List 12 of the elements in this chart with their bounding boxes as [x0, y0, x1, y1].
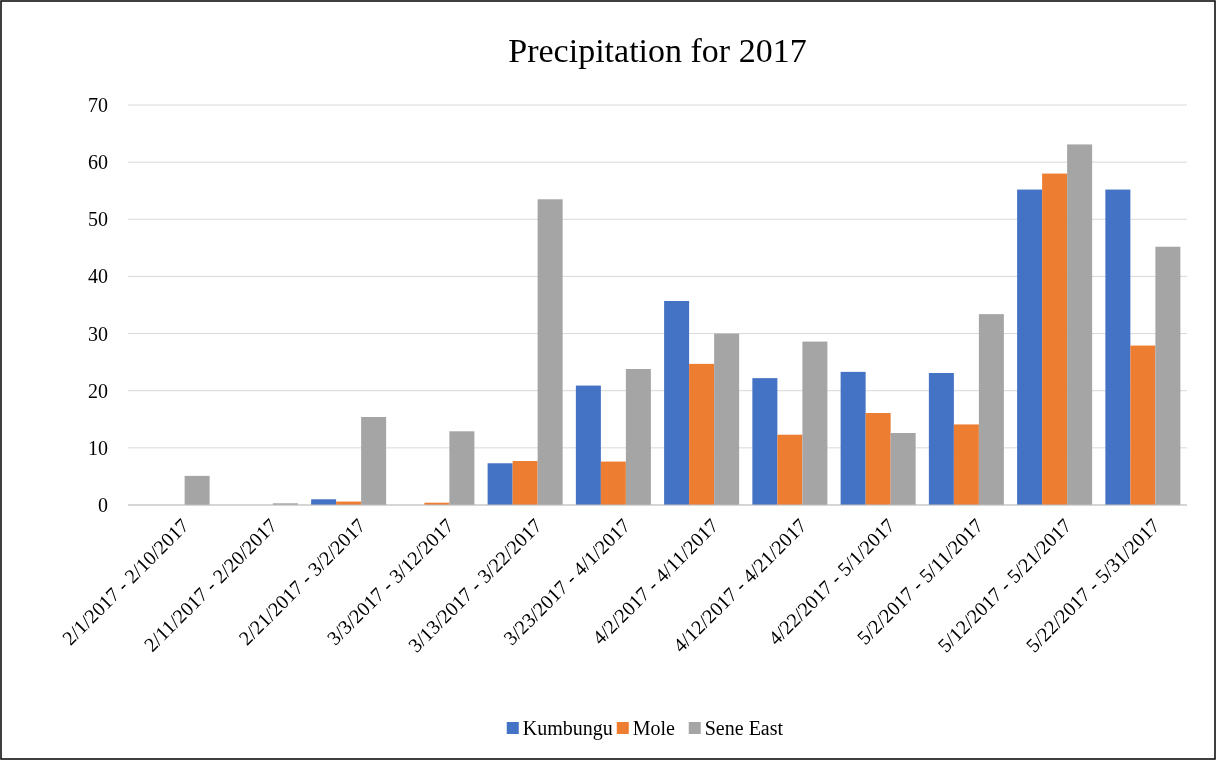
chart-title: Precipitation for 2017 [508, 32, 807, 69]
y-tick-label: 30 [88, 322, 108, 345]
y-tick-label: 60 [88, 151, 108, 174]
y-tick-label: 0 [98, 494, 108, 516]
y-tick-label: 70 [88, 94, 108, 116]
y-tick-label: 40 [88, 265, 108, 288]
legend-label: Sene East [704, 717, 784, 739]
y-tick-label: 50 [88, 208, 108, 231]
legend-label: Mole [632, 717, 676, 739]
y-tick-label: 20 [88, 379, 108, 402]
y-tick-label: 10 [88, 436, 108, 459]
legend-label: Kumbungu [522, 717, 613, 740]
